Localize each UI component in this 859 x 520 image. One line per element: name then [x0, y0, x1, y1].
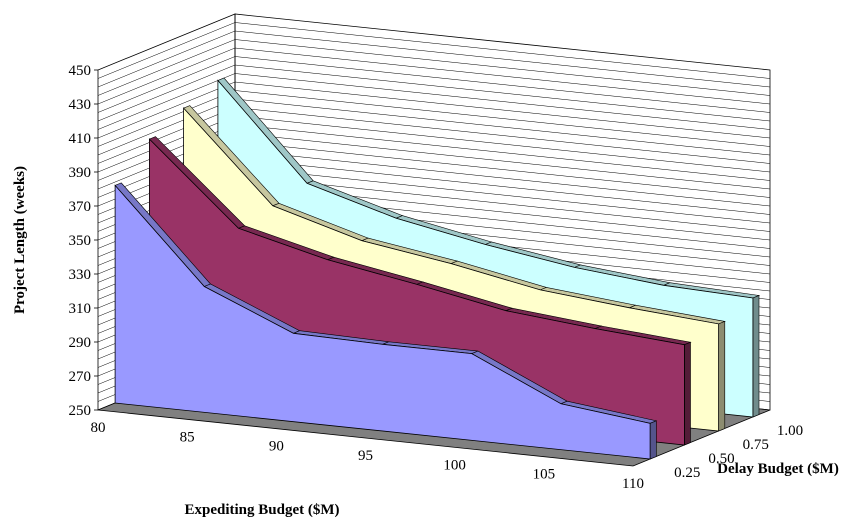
y-tick-label: 450: [69, 63, 92, 79]
x-tick-label: 85: [180, 429, 195, 445]
y-tick-label: 270: [69, 369, 92, 385]
x-tick-label: 100: [443, 457, 466, 473]
area-end-face: [649, 420, 657, 460]
y-tick-label: 310: [69, 301, 92, 317]
z-tick-label: 0.75: [743, 437, 769, 453]
z-tick-label: 1.00: [777, 423, 803, 439]
y-tick-label: 370: [69, 199, 92, 215]
series-0.25: [114, 182, 658, 460]
y-tick-labels: 250 270 290 310 330 350 370 390 410 430 450: [69, 63, 98, 419]
z-tick-labels: 1.00 0.75 0.50 0.25: [674, 423, 803, 481]
y-tick-label: 330: [69, 267, 92, 283]
x-tick-label: 90: [269, 439, 284, 455]
x-tick-label: 105: [533, 467, 556, 483]
x-axis-title: Expediting Budget ($M): [184, 502, 339, 518]
z-tick-label: 0.50: [708, 451, 734, 467]
y-tick-label: 290: [69, 335, 92, 351]
series-layer: [114, 77, 761, 460]
y-tick-label: 390: [69, 165, 92, 181]
area-end-face: [718, 320, 726, 432]
y-tick-label: 250: [69, 403, 92, 419]
y-tick-label: 430: [69, 97, 92, 113]
y-tick-label: 350: [69, 233, 92, 249]
area-end-face: [752, 295, 760, 418]
z-tick-label: 0.25: [674, 465, 700, 481]
x-tick-label: 110: [622, 476, 644, 492]
y-tick-label: 410: [69, 131, 92, 147]
y-axis-title: Project Length (weeks): [12, 166, 28, 314]
x-tick-label: 80: [91, 420, 106, 436]
x-tick-label: 95: [358, 448, 373, 464]
x-tick-labels: 80 85 90 95 100 105 110: [91, 420, 644, 492]
area-end-face: [684, 341, 691, 446]
area-front-face: [114, 184, 651, 460]
z-axis-title: Delay Budget ($M): [717, 461, 839, 477]
